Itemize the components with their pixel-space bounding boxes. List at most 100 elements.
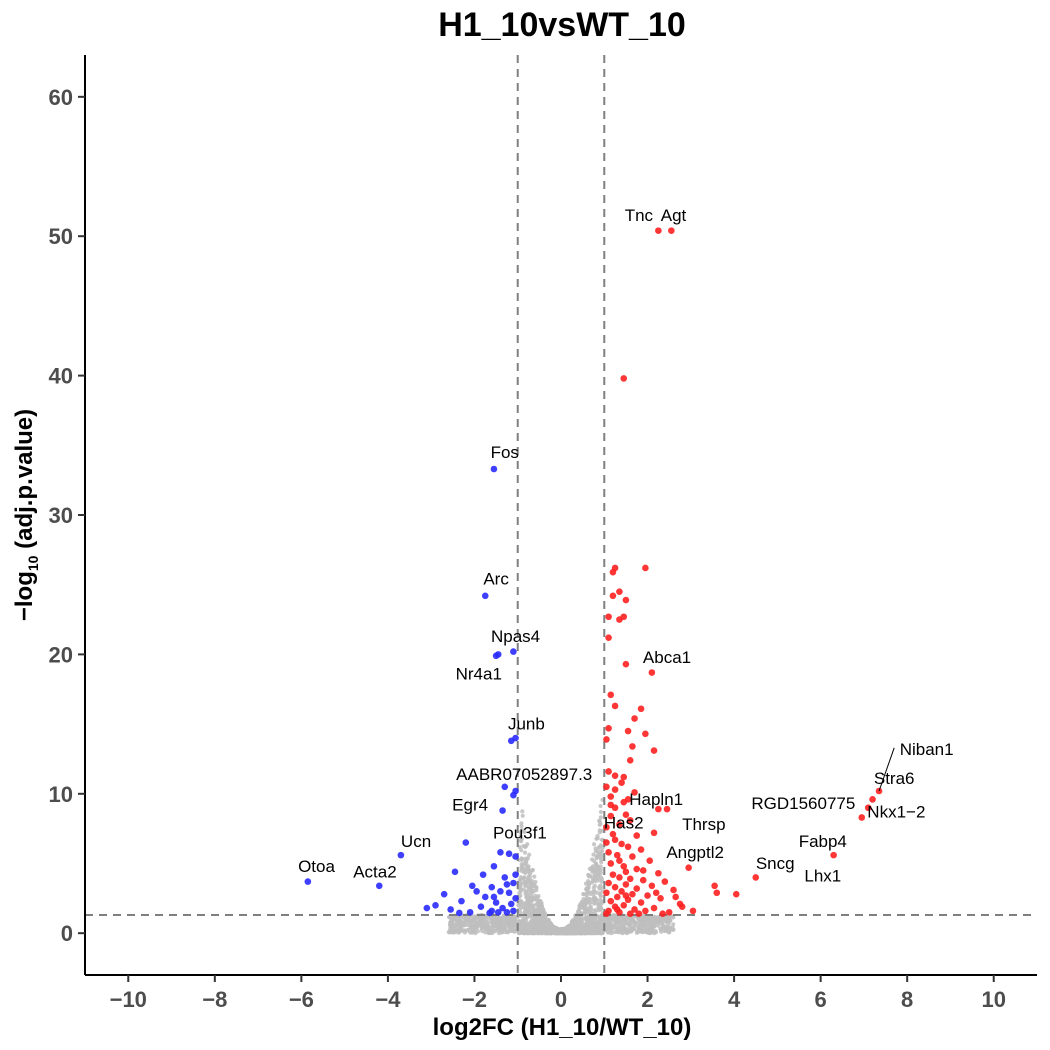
up-regulated-point bbox=[611, 883, 619, 891]
ns-point bbox=[607, 928, 612, 933]
ns-point bbox=[664, 918, 669, 923]
ns-point bbox=[541, 930, 546, 935]
ns-point bbox=[520, 813, 525, 818]
ns-point bbox=[536, 920, 542, 925]
ns-point bbox=[590, 866, 595, 871]
ns-point bbox=[596, 878, 601, 883]
down-regulated-point bbox=[499, 807, 506, 814]
up-regulated-point bbox=[642, 907, 649, 915]
up-regulated-point bbox=[624, 727, 632, 735]
ns-point bbox=[524, 889, 529, 894]
up-regulated-point bbox=[620, 902, 628, 909]
up-regulated-point bbox=[605, 634, 612, 641]
up-regulated-point bbox=[637, 899, 645, 906]
down-regulated-point bbox=[497, 849, 504, 856]
gene-label: Egr4 bbox=[452, 796, 488, 815]
up-regulated-point bbox=[609, 871, 617, 878]
up-regulated-point bbox=[618, 779, 625, 786]
ns-point bbox=[519, 848, 524, 853]
up-regulated-point bbox=[713, 889, 721, 897]
ns-point bbox=[596, 885, 602, 890]
y-tick-label: 0 bbox=[61, 921, 73, 946]
ns-point bbox=[648, 926, 653, 931]
ns-point bbox=[528, 892, 534, 898]
up-regulated-point bbox=[616, 857, 623, 864]
ns-point bbox=[593, 846, 598, 851]
up-regulated-point bbox=[626, 910, 634, 917]
ns-point bbox=[585, 885, 590, 890]
ns-point bbox=[495, 915, 500, 920]
ns-point bbox=[667, 930, 672, 935]
ns-point bbox=[536, 909, 541, 914]
ns-point bbox=[578, 931, 583, 936]
up-regulated-point bbox=[650, 747, 658, 754]
x-tick-label: 2 bbox=[641, 987, 653, 1012]
gene-label: Abca1 bbox=[643, 648, 691, 667]
up-regulated-point bbox=[626, 757, 634, 764]
down-regulated-point bbox=[499, 904, 506, 912]
up-regulated-point bbox=[626, 816, 634, 824]
ns-point bbox=[660, 921, 665, 926]
up-regulated-point bbox=[665, 908, 673, 916]
ns-point bbox=[540, 919, 545, 924]
ns-point bbox=[598, 898, 603, 903]
chart-title: H1_10vsWT_10 bbox=[438, 6, 686, 44]
up-regulated-point bbox=[648, 669, 656, 676]
down-regulated-point bbox=[497, 888, 504, 895]
ns-point bbox=[519, 828, 524, 833]
y-axis-title: −log10 (adj.p.value) bbox=[11, 409, 41, 621]
ns-point bbox=[598, 809, 604, 815]
up-regulated-point bbox=[631, 789, 638, 796]
down-regulated-point bbox=[501, 783, 509, 791]
ns-point bbox=[529, 878, 535, 884]
up-regulated-point bbox=[633, 832, 641, 839]
ns-point bbox=[647, 919, 653, 924]
ns-point bbox=[620, 930, 625, 936]
ns-point bbox=[570, 918, 575, 923]
down-regulated-point bbox=[479, 871, 487, 878]
up-regulated-point bbox=[622, 660, 630, 668]
up-regulated-point bbox=[609, 592, 617, 600]
ns-point bbox=[524, 879, 529, 884]
gene-label: Junb bbox=[508, 715, 545, 734]
down-regulated-point bbox=[505, 850, 513, 858]
ns-point bbox=[593, 908, 598, 913]
ns-point bbox=[643, 929, 648, 935]
ns-point bbox=[656, 923, 661, 928]
ns-point bbox=[594, 890, 600, 895]
down-regulated-point bbox=[510, 907, 517, 915]
ns-point bbox=[519, 821, 524, 826]
ns-point bbox=[604, 925, 609, 931]
ns-point bbox=[486, 925, 492, 930]
ns-point bbox=[450, 917, 456, 922]
ns-point bbox=[656, 915, 662, 921]
gene-label: Thrsp bbox=[682, 815, 725, 834]
gene-label: Agt bbox=[661, 206, 687, 225]
x-tick-label: −6 bbox=[289, 987, 314, 1012]
ns-point bbox=[597, 854, 602, 859]
up-regulated-point bbox=[603, 839, 610, 846]
ns-point bbox=[518, 882, 523, 887]
up-regulated-point bbox=[635, 910, 643, 917]
up-regulated-point bbox=[661, 878, 669, 885]
x-tick-label: −4 bbox=[375, 987, 401, 1012]
ns-point bbox=[637, 928, 642, 933]
ns-point bbox=[480, 928, 485, 934]
down-regulated-point bbox=[481, 893, 489, 901]
ns-point bbox=[563, 926, 568, 931]
up-regulated-point bbox=[646, 857, 654, 864]
ns-point bbox=[596, 872, 601, 878]
ns-point bbox=[610, 924, 615, 929]
up-regulated-point bbox=[711, 882, 718, 890]
down-regulated-point bbox=[512, 895, 519, 902]
up-regulated-point bbox=[631, 715, 638, 722]
ns-point bbox=[614, 929, 619, 935]
up-regulated-point bbox=[607, 897, 615, 905]
y-tick-label: 50 bbox=[49, 224, 73, 249]
ns-point bbox=[524, 894, 529, 899]
up-regulated-point bbox=[875, 787, 883, 795]
up-regulated-point bbox=[644, 892, 651, 899]
down-regulated-point bbox=[494, 908, 502, 916]
y-tick-label: 60 bbox=[49, 85, 73, 110]
ns-point bbox=[530, 916, 535, 921]
